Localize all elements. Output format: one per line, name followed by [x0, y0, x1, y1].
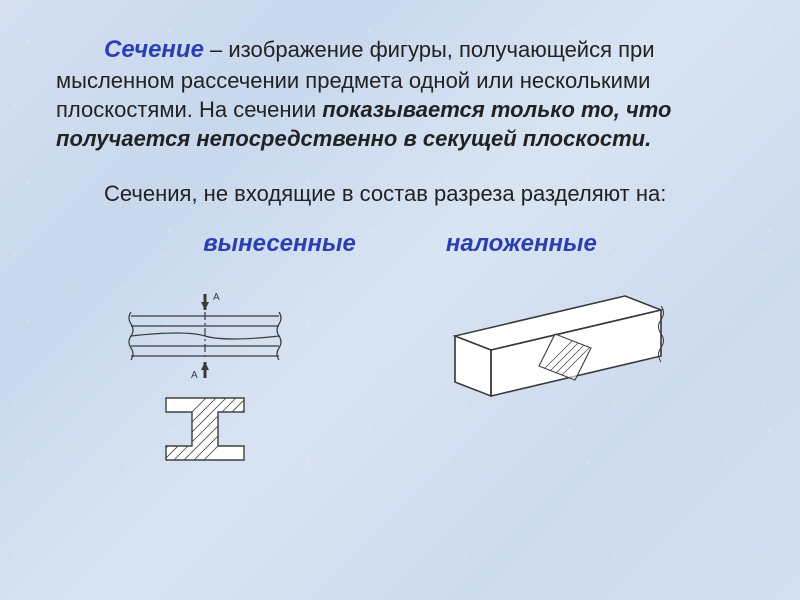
diagram-superimposed-section	[425, 276, 675, 426]
diagrams-row: А А	[56, 276, 744, 476]
external-section-svg: А А	[125, 276, 285, 476]
definition-paragraph: Сечение – изображение фигуры, получающей…	[56, 34, 744, 153]
term: Сечение	[104, 36, 204, 63]
classification-paragraph: Сечения, не входящие в состав разреза ра…	[56, 179, 744, 208]
superimposed-section-svg	[425, 276, 675, 426]
svg-text:А: А	[191, 370, 198, 381]
diagram-external-section: А А	[125, 276, 285, 476]
type-external-label: вынесенные	[203, 230, 356, 258]
slide-content: Сечение – изображение фигуры, получающей…	[0, 0, 800, 476]
type-superimposed-label: наложенные	[446, 230, 597, 258]
svg-text:А: А	[213, 292, 220, 303]
type-labels-row: вынесенные наложенные	[56, 230, 744, 258]
